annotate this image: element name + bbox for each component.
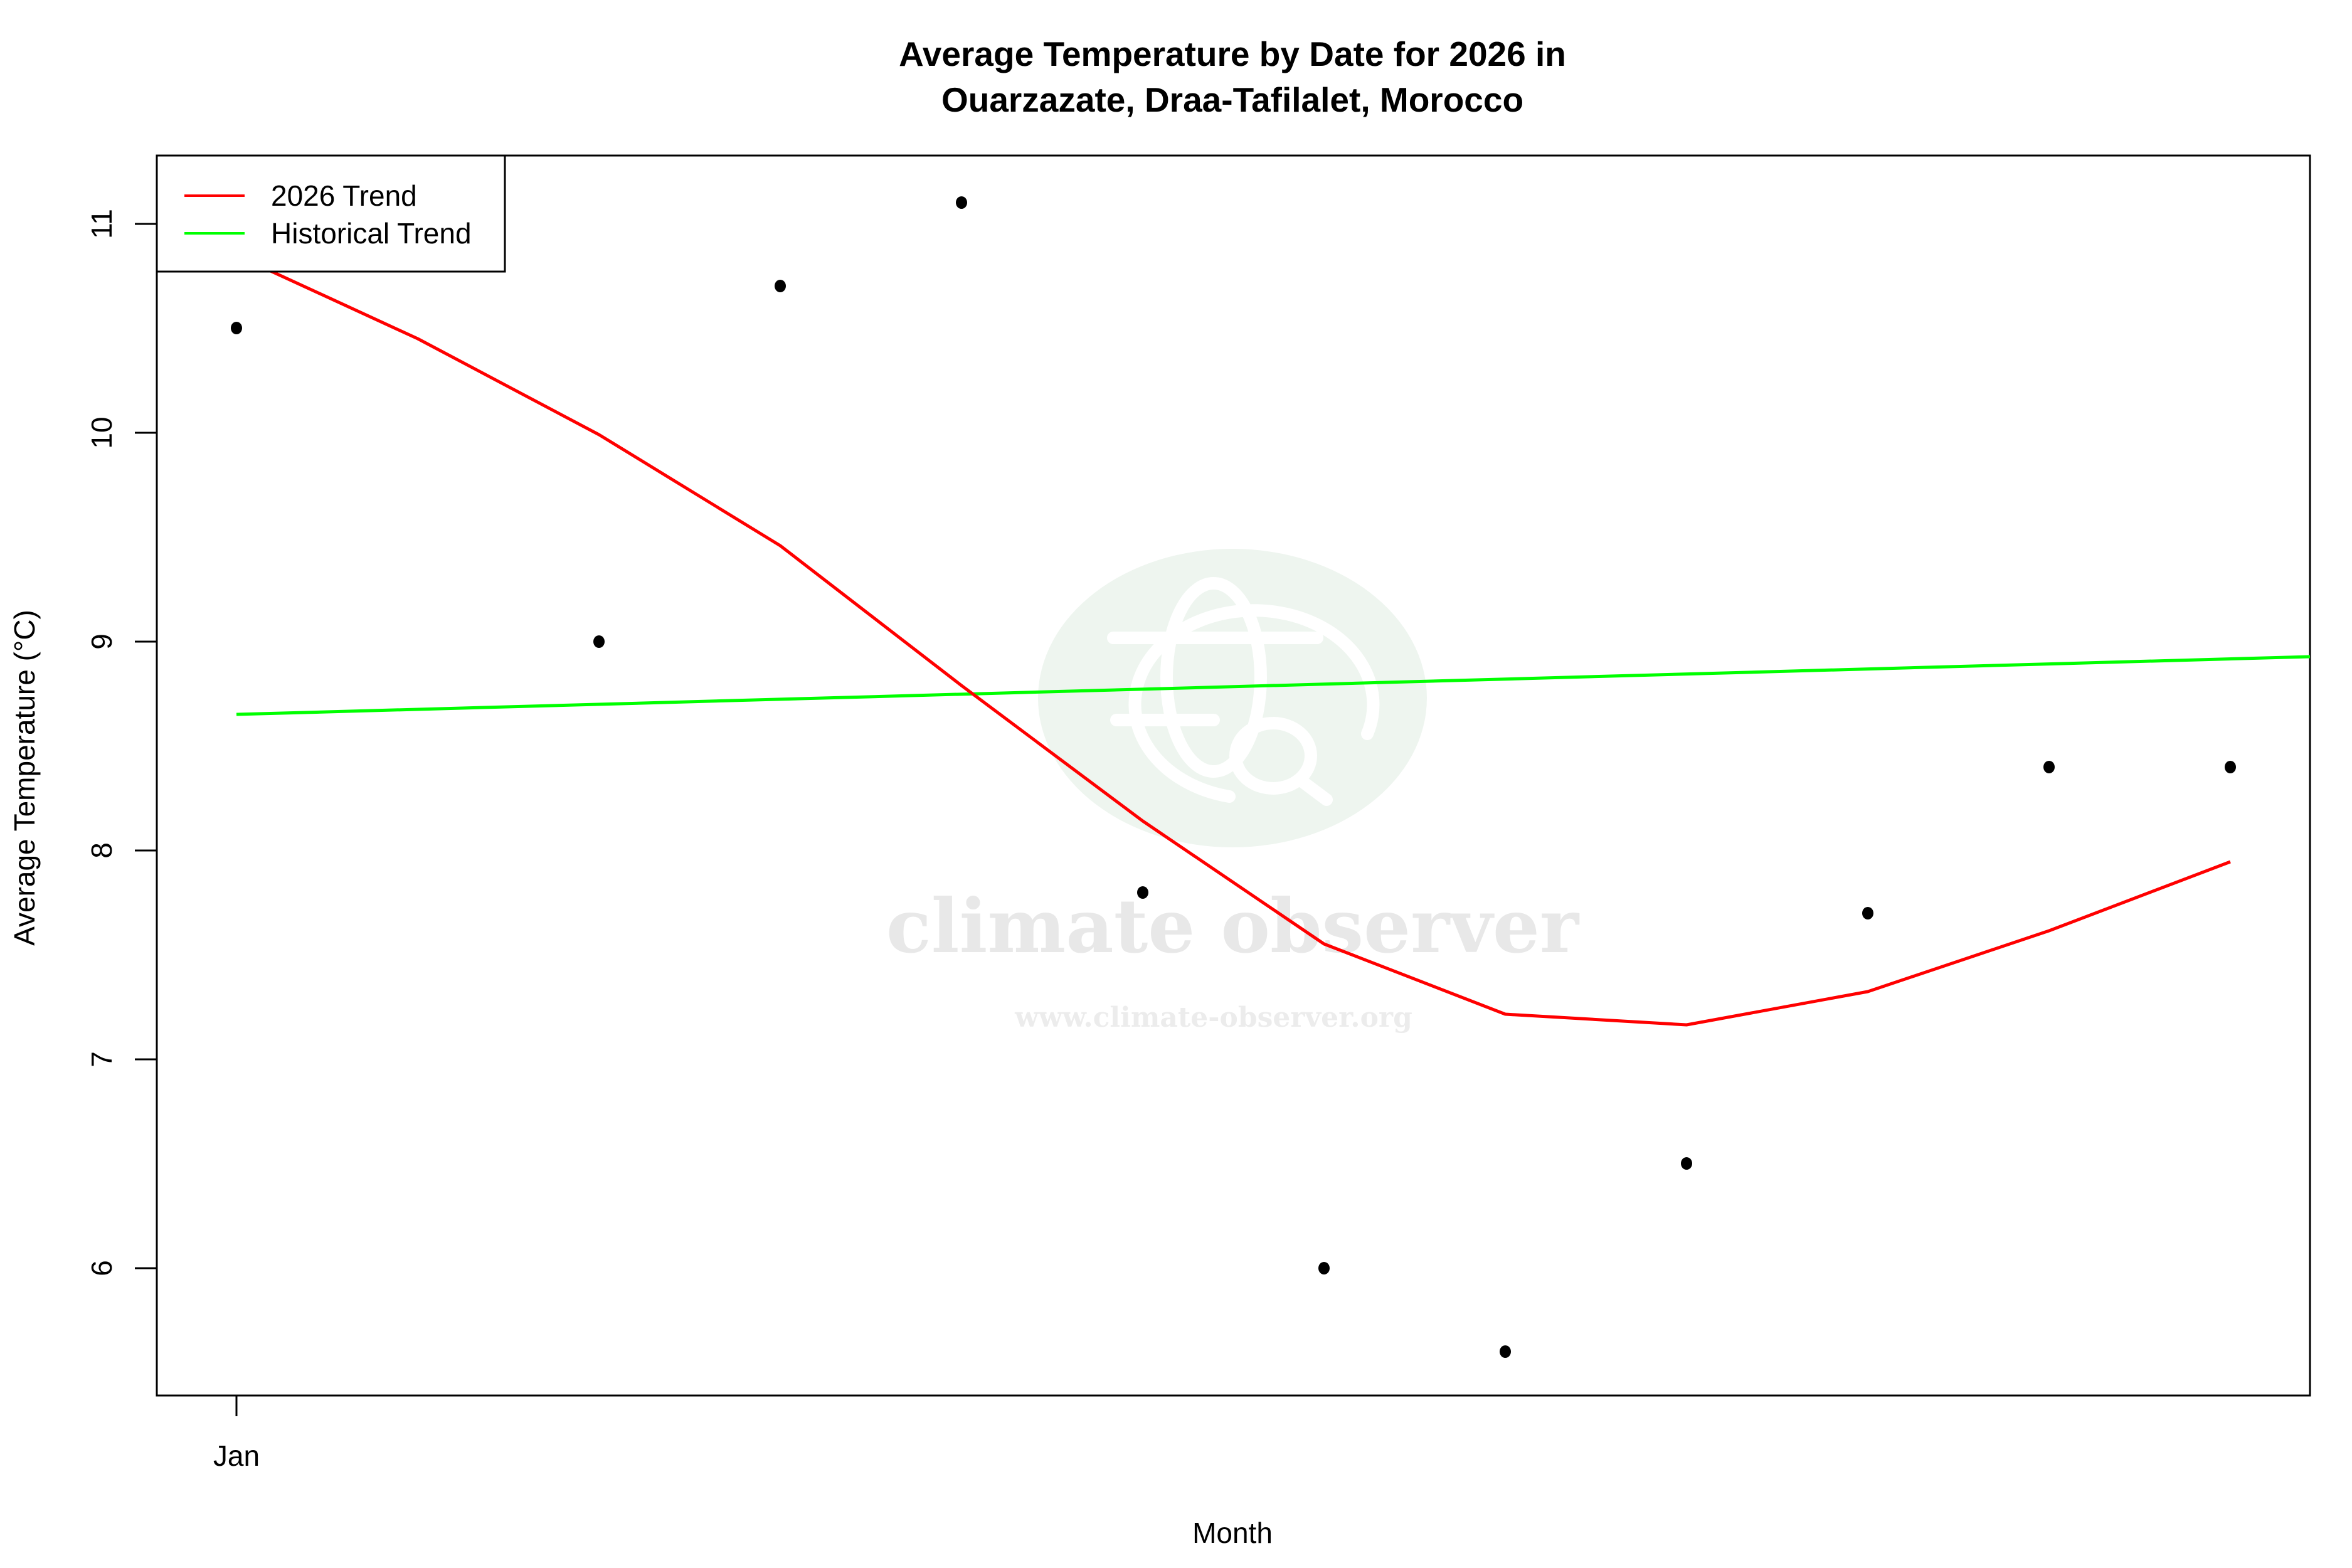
y-tick-11: 11 xyxy=(85,209,118,239)
data-point-apr xyxy=(775,280,786,292)
y-tick-7: 7 xyxy=(85,1051,118,1067)
watermark-name: climate observer xyxy=(886,882,1580,970)
chart-subtitle: Ouarzazate, Draa-Tafilalet, Morocco xyxy=(941,80,1523,119)
data-point-jan xyxy=(231,322,242,334)
legend-label-historical: Historical Trend xyxy=(271,217,472,250)
legend-box xyxy=(156,154,506,273)
x-tick-label-jan: Jan xyxy=(213,1439,260,1472)
trend-2026-line xyxy=(235,253,2231,1027)
x-axis-title: Month xyxy=(1192,1517,1273,1549)
y-tick-6: 6 xyxy=(85,1260,118,1276)
legend-label-2026: 2026 Trend xyxy=(271,179,417,212)
y-tick-8: 8 xyxy=(85,842,118,859)
chart-title: Average Temperature by Date for 2026 in xyxy=(899,34,1566,73)
y-tick-10: 10 xyxy=(85,416,118,448)
y-tick-9: 9 xyxy=(85,633,118,650)
data-point-aug xyxy=(1500,1345,1511,1358)
y-tick-labels: 11 10 9 8 7 6 xyxy=(85,209,118,1276)
watermark-circle xyxy=(1038,549,1427,847)
data-point-nov xyxy=(2043,761,2055,773)
globe-search-icon xyxy=(1107,577,1380,806)
data-point-sep xyxy=(1681,1157,1692,1170)
data-point-dec xyxy=(2225,761,2236,773)
watermark-url: www.climate-observer.org xyxy=(1014,1002,1412,1034)
watermark: climate observer www.climate-observer.or… xyxy=(886,549,1580,1034)
data-point-oct xyxy=(1862,907,1873,919)
data-point-jul xyxy=(1318,1262,1330,1274)
plot-area xyxy=(156,154,2311,1397)
y-axis-title: Average Temperature (°C) xyxy=(8,610,41,946)
data-point-jun xyxy=(1137,886,1148,899)
y-axis xyxy=(135,223,157,1269)
data-point-may xyxy=(956,196,967,209)
historical-trend-line xyxy=(236,655,2311,716)
data-point-mar xyxy=(593,635,605,648)
observed-points xyxy=(231,196,2236,1358)
legend: 2026 Trend Historical Trend xyxy=(156,154,506,273)
